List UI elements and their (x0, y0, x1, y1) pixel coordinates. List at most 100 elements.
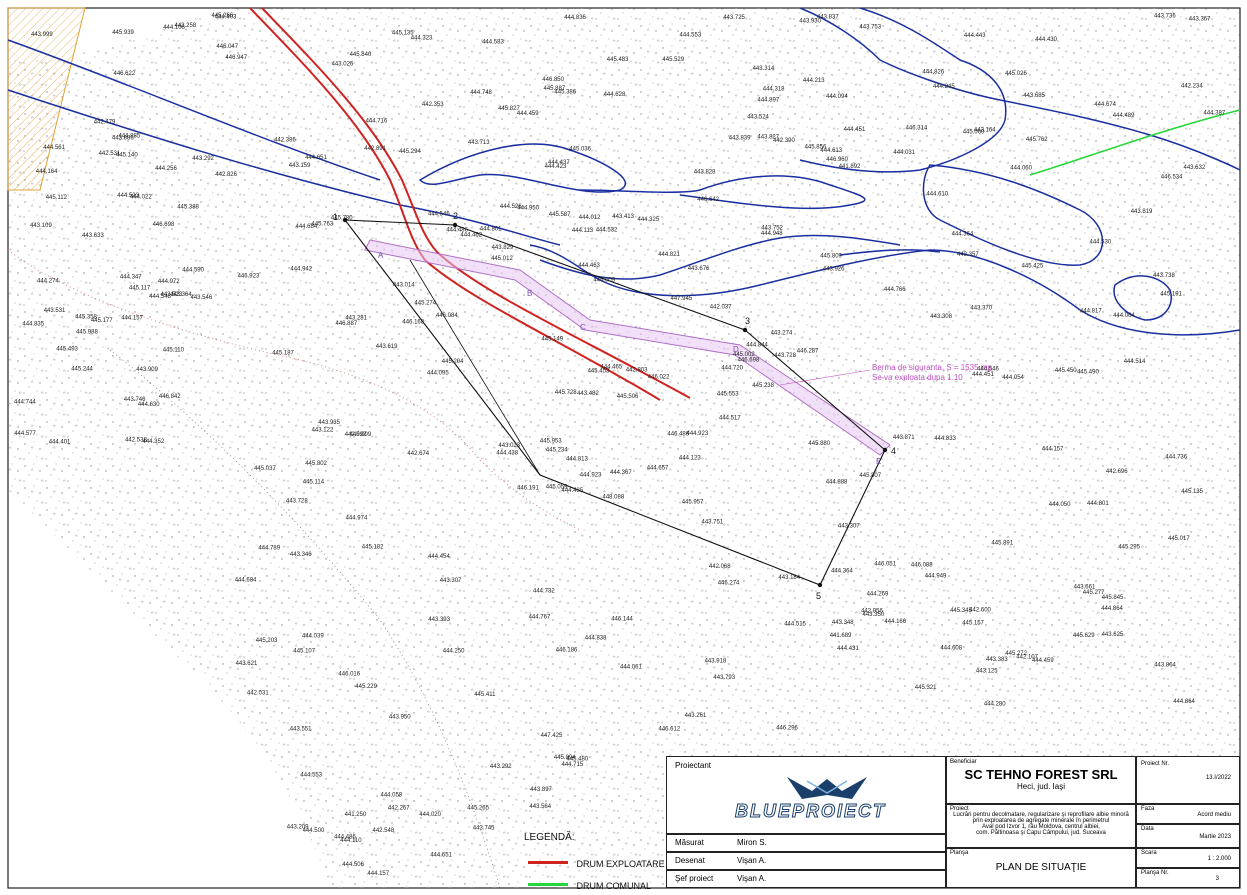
elevation-label: 441.250 (345, 812, 367, 818)
elevation-label: 444.838 (585, 636, 607, 642)
elevation-label: 443.274 (771, 331, 793, 337)
elevation-label: 444.462 (460, 233, 482, 239)
elevation-label: 444.628 (604, 92, 626, 98)
perimeter-point-marker (452, 222, 458, 228)
elevation-label: 444.610 (926, 192, 948, 198)
elevation-label: 443.109 (30, 223, 52, 229)
elevation-label: 444.463 (578, 263, 600, 269)
elevation-label: 443.839 (729, 135, 751, 141)
scara-value: 1 : 2.000 (1207, 856, 1231, 862)
elevation-label: 444.486 (446, 228, 468, 234)
elevation-label: 444.064 (1113, 313, 1135, 319)
elevation-label: 446.947 (225, 55, 247, 61)
legend: LEGENDĂ: DRUM EXPLOATARE DRUM COMUNAL (520, 830, 666, 891)
elevation-label: 446.274 (718, 580, 740, 586)
elevation-label: 442.538 (125, 438, 147, 444)
elevation-label: 443.725 (723, 15, 745, 21)
elevation-label: 443.164 (974, 127, 996, 133)
elevation-label: 445.140 (116, 152, 138, 158)
elevation-label: 444.106 (163, 25, 185, 31)
elevation-label: 444.948 (761, 231, 783, 237)
perimeter-point-marker (817, 582, 823, 588)
elevation-label: 443.307 (440, 578, 462, 584)
beneficiar-name: SC TEHNO FOREST SRL (964, 767, 1118, 782)
elevation-label: 444.767 (529, 615, 551, 621)
elevation-label: 443.950 (389, 715, 411, 721)
elevation-label: 443.184 (778, 575, 800, 581)
elevation-label: 444.245 (933, 84, 955, 90)
scara-label: Scara (1141, 850, 1157, 856)
elevation-label: 444.054 (1002, 375, 1024, 381)
elevation-label: 445.107 (293, 648, 315, 654)
elevation-label: 442.353 (422, 102, 444, 108)
elevation-label: 444.423 (545, 164, 567, 170)
elevation-label: 445.059 (546, 485, 568, 491)
elevation-label: 444.897 (758, 98, 780, 104)
elevation-label: 443.258 (175, 23, 197, 29)
elevation-label: 445.856 (805, 145, 827, 151)
elevation-label: 444.748 (470, 90, 492, 96)
elevation-label: 443.383 (986, 657, 1008, 663)
elevation-label: 441.689 (830, 633, 852, 639)
elevation-label: 442.107 (1016, 655, 1038, 661)
elevation-label: 444.164 (36, 169, 58, 175)
elevation-label: 444.817 (1080, 308, 1102, 314)
elevation-label: 443.752 (761, 225, 783, 231)
elevation-label: 443.829 (492, 245, 514, 251)
elevation-labels: 448.088 446.698 445.234 444.720 445.229 444.2… (14, 13, 1226, 877)
elevation-label: 445.450 (1055, 368, 1077, 374)
elevation-label: 444.323 (411, 36, 433, 42)
elevation-label: 444.465 (601, 365, 623, 371)
legend-label-comunal: DRUM COMUNAL (576, 881, 651, 891)
elevation-label: 444.459 (1032, 658, 1054, 664)
elevation-label: 446.698 (153, 222, 175, 228)
row-name-sef: Vişan A. (737, 874, 767, 883)
river-bed-area (8, 8, 1240, 888)
elevation-label: 442.068 (709, 564, 731, 570)
elevation-label: 446.016 (338, 671, 360, 677)
elevation-label: 446.698 (738, 358, 760, 364)
elevation-label: 445.802 (305, 461, 327, 467)
elevation-label: 444.050 (1049, 502, 1071, 508)
elevation-label: 442.674 (407, 451, 429, 457)
elevation-label: 445.177 (91, 318, 113, 324)
elevation-label: 443.909 (136, 367, 158, 373)
elevation-label: 445.553 (717, 391, 739, 397)
elevation-label: 445.037 (254, 466, 276, 472)
elevation-label: 444.923 (580, 473, 602, 479)
elevation-label: 443.886 (112, 136, 134, 142)
elevation-label: 443.828 (694, 170, 716, 176)
elevation-label: 444.486 (334, 835, 356, 841)
elevation-label: 443.751 (702, 520, 724, 526)
titleblock-beneficiar: Beneficiar SC TEHNO FOREST SRL Heci, jud… (946, 756, 1136, 804)
elevation-label: 444.431 (837, 646, 859, 652)
elevation-label: 444.801 (1087, 501, 1109, 507)
elevation-label: 445.149 (541, 336, 563, 342)
elevation-label: 445.135 (1181, 489, 1203, 495)
elevation-label: 444.613 (820, 148, 842, 154)
legend-swatch-exploatare (528, 861, 568, 865)
elevation-label: 444.826 (923, 69, 945, 75)
elevation-label: 444.401 (49, 439, 71, 445)
titleblock-data: Data Martie 2023 (1136, 824, 1240, 848)
elevation-label: 444.250 (443, 648, 465, 654)
elevation-label: 445.894 (554, 755, 576, 761)
berma-band (364, 239, 891, 456)
perimeter-point-label: 5 (816, 591, 821, 601)
elevation-label: 444.110 (340, 838, 362, 844)
elevation-label: 444.454 (428, 554, 450, 560)
elevation-label: 446.887 (336, 321, 358, 327)
elevation-label: 444.801 (480, 227, 502, 233)
elevation-label: 443.819 (1131, 209, 1153, 215)
elevation-label: 444.546 (428, 211, 450, 217)
legend-item-comunal: DRUM COMUNAL (528, 876, 668, 894)
elevation-label: 445.009 (593, 278, 615, 284)
elevation-label: 442.531 (99, 151, 121, 157)
elevation-label: 444.364 (952, 232, 974, 238)
plansa-nr-value: 3 (1215, 876, 1219, 882)
titleblock-row-desenat: Desenat Vişan A. (666, 852, 946, 870)
elevation-label: 445.182 (362, 545, 384, 551)
elevation-label: 445.939 (112, 30, 134, 36)
proiect-nr-value: 13.I/2022 (1205, 775, 1231, 781)
elevation-label: 445.294 (399, 149, 421, 155)
